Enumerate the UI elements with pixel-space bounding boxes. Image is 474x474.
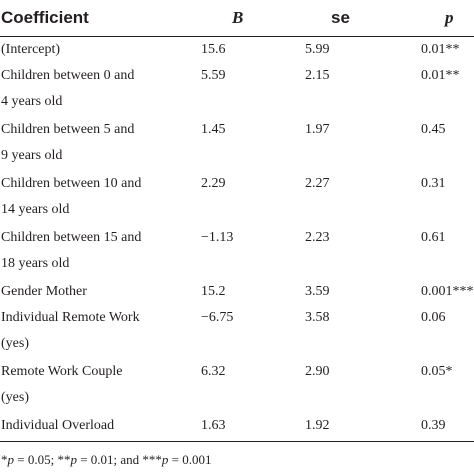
p-value-cell: 0.001*** xyxy=(421,284,474,299)
p-value-cell: 0.01** xyxy=(421,42,460,57)
se-value-cell: 3.58 xyxy=(305,310,330,325)
table-row: Individual Remote Work (yes) −6.75 3.58 0.06 xyxy=(0,305,474,359)
footnote-p-2: p xyxy=(70,452,77,467)
coefficient-name-line2: 18 years old xyxy=(1,256,70,271)
coefficient-name-line1: Children between 0 and xyxy=(1,68,135,83)
coefficient-name-cell: Children between 5 and 9 years old xyxy=(0,117,185,171)
header-se: se xyxy=(275,0,385,37)
coefficient-name-cell: Individual Remote Work (yes) xyxy=(0,305,185,359)
coefficient-name-line1: Children between 5 and xyxy=(1,122,135,137)
se-value-cell: 5.99 xyxy=(305,42,330,57)
b-value-cell: 2.29 xyxy=(201,176,226,191)
footnote-val-3: = 0.001 xyxy=(168,452,212,467)
coefficient-name-line1: Children between 15 and xyxy=(1,230,142,245)
p-value-cell: 0.45 xyxy=(421,122,446,137)
table-row: Individual Overload 1.63 1.92 0.39 xyxy=(0,413,474,442)
table-row: Children between 15 and 18 years old −1.13… xyxy=(0,225,474,279)
footnote-star-1: * xyxy=(1,452,8,467)
b-value-cell: 15.2 xyxy=(201,284,226,299)
b-value-cell: 5.59 xyxy=(201,68,226,83)
coefficient-name-line2: 4 years old xyxy=(1,94,63,109)
se-value-cell: 1.97 xyxy=(305,122,330,137)
coefficient-name-line1: Children between 10 and xyxy=(1,176,142,191)
se-value-cell: 2.90 xyxy=(305,364,330,379)
coefficient-name-line1: Gender Mother xyxy=(1,284,87,299)
se-value-cell: 2.15 xyxy=(305,68,330,83)
coefficient-name-line1: Individual Overload xyxy=(1,418,115,433)
p-value-cell: 0.06 xyxy=(421,310,446,325)
coefficient-name-line1: (Intercept) xyxy=(1,42,61,57)
coefficient-name-line1: Remote Work Couple xyxy=(1,364,123,379)
coefficient-name-cell: Children between 10 and 14 years old xyxy=(0,171,185,225)
regression-table: Coefficient B se p (Intercept) 15.6 5.99 0.… xyxy=(0,0,474,442)
table-row: Children between 0 and 4 years old 5.59 2.1… xyxy=(0,63,474,117)
se-value-cell: 2.23 xyxy=(305,230,330,245)
footnote-p-3: p xyxy=(161,452,169,467)
b-value-cell: 15.6 xyxy=(201,42,226,57)
coefficient-name-line2: (yes) xyxy=(1,336,29,351)
coefficient-name-line2: 14 years old xyxy=(1,202,70,217)
p-value-cell: 0.05* xyxy=(421,364,453,379)
coefficient-name-cell: (Intercept) xyxy=(0,37,185,64)
table-row: Children between 5 and 9 years old 1.45 1.9… xyxy=(0,117,474,171)
table-row: Remote Work Couple (yes) 6.32 2.90 0.05* xyxy=(0,359,474,413)
se-value-cell: 3.59 xyxy=(305,284,330,299)
p-value-cell: 0.61 xyxy=(421,230,446,245)
footnote: *p = 0.05; **p = 0.01; and ***p = 0.001 xyxy=(1,452,212,468)
coefficient-name-cell: Children between 15 and 18 years old xyxy=(0,225,185,279)
regression-table-container: Coefficient B se p (Intercept) 15.6 5.99 0.… xyxy=(0,0,474,442)
se-value-cell: 1.92 xyxy=(275,413,385,442)
coefficient-name-line1: Individual Remote Work xyxy=(1,310,140,325)
b-value-cell: −1.13 xyxy=(201,230,234,245)
p-value-cell: 0.31 xyxy=(421,176,446,191)
footnote-star-2: ** xyxy=(57,452,71,467)
footnote-p-1: p xyxy=(7,452,15,467)
p-value-cell: 0.01** xyxy=(421,68,460,83)
table-row: Gender Mother 15.2 3.59 0.001*** xyxy=(0,279,474,305)
b-value-cell: 6.32 xyxy=(201,364,226,379)
footnote-val-1: = 0.05; xyxy=(14,452,58,467)
coefficient-name-line2: 9 years old xyxy=(1,148,63,163)
table-row: Children between 10 and 14 years old 2.29 2… xyxy=(0,171,474,225)
header-b: B xyxy=(185,0,275,37)
coefficient-name-line2: (yes) xyxy=(1,390,29,405)
header-row: Coefficient B se p xyxy=(0,0,474,37)
coefficient-name-cell: Gender Mother xyxy=(0,279,185,305)
table-row: (Intercept) 15.6 5.99 0.01** xyxy=(0,37,474,64)
b-value-cell: 1.63 xyxy=(185,413,275,442)
b-value-cell: −6.75 xyxy=(201,310,234,325)
b-value-cell: 1.45 xyxy=(201,122,226,137)
header-p: p xyxy=(385,0,474,37)
footnote-val-2: = 0.01; and xyxy=(76,452,143,467)
header-coefficient: Coefficient xyxy=(0,0,185,37)
coefficient-name-cell: Remote Work Couple (yes) xyxy=(0,359,185,413)
se-value-cell: 2.27 xyxy=(305,176,330,191)
p-value-cell: 0.39 xyxy=(385,413,474,442)
coefficient-name-cell: Individual Overload xyxy=(0,413,185,442)
footnote-star-3: *** xyxy=(142,452,162,467)
coefficient-name-cell: Children between 0 and 4 years old xyxy=(0,63,185,117)
